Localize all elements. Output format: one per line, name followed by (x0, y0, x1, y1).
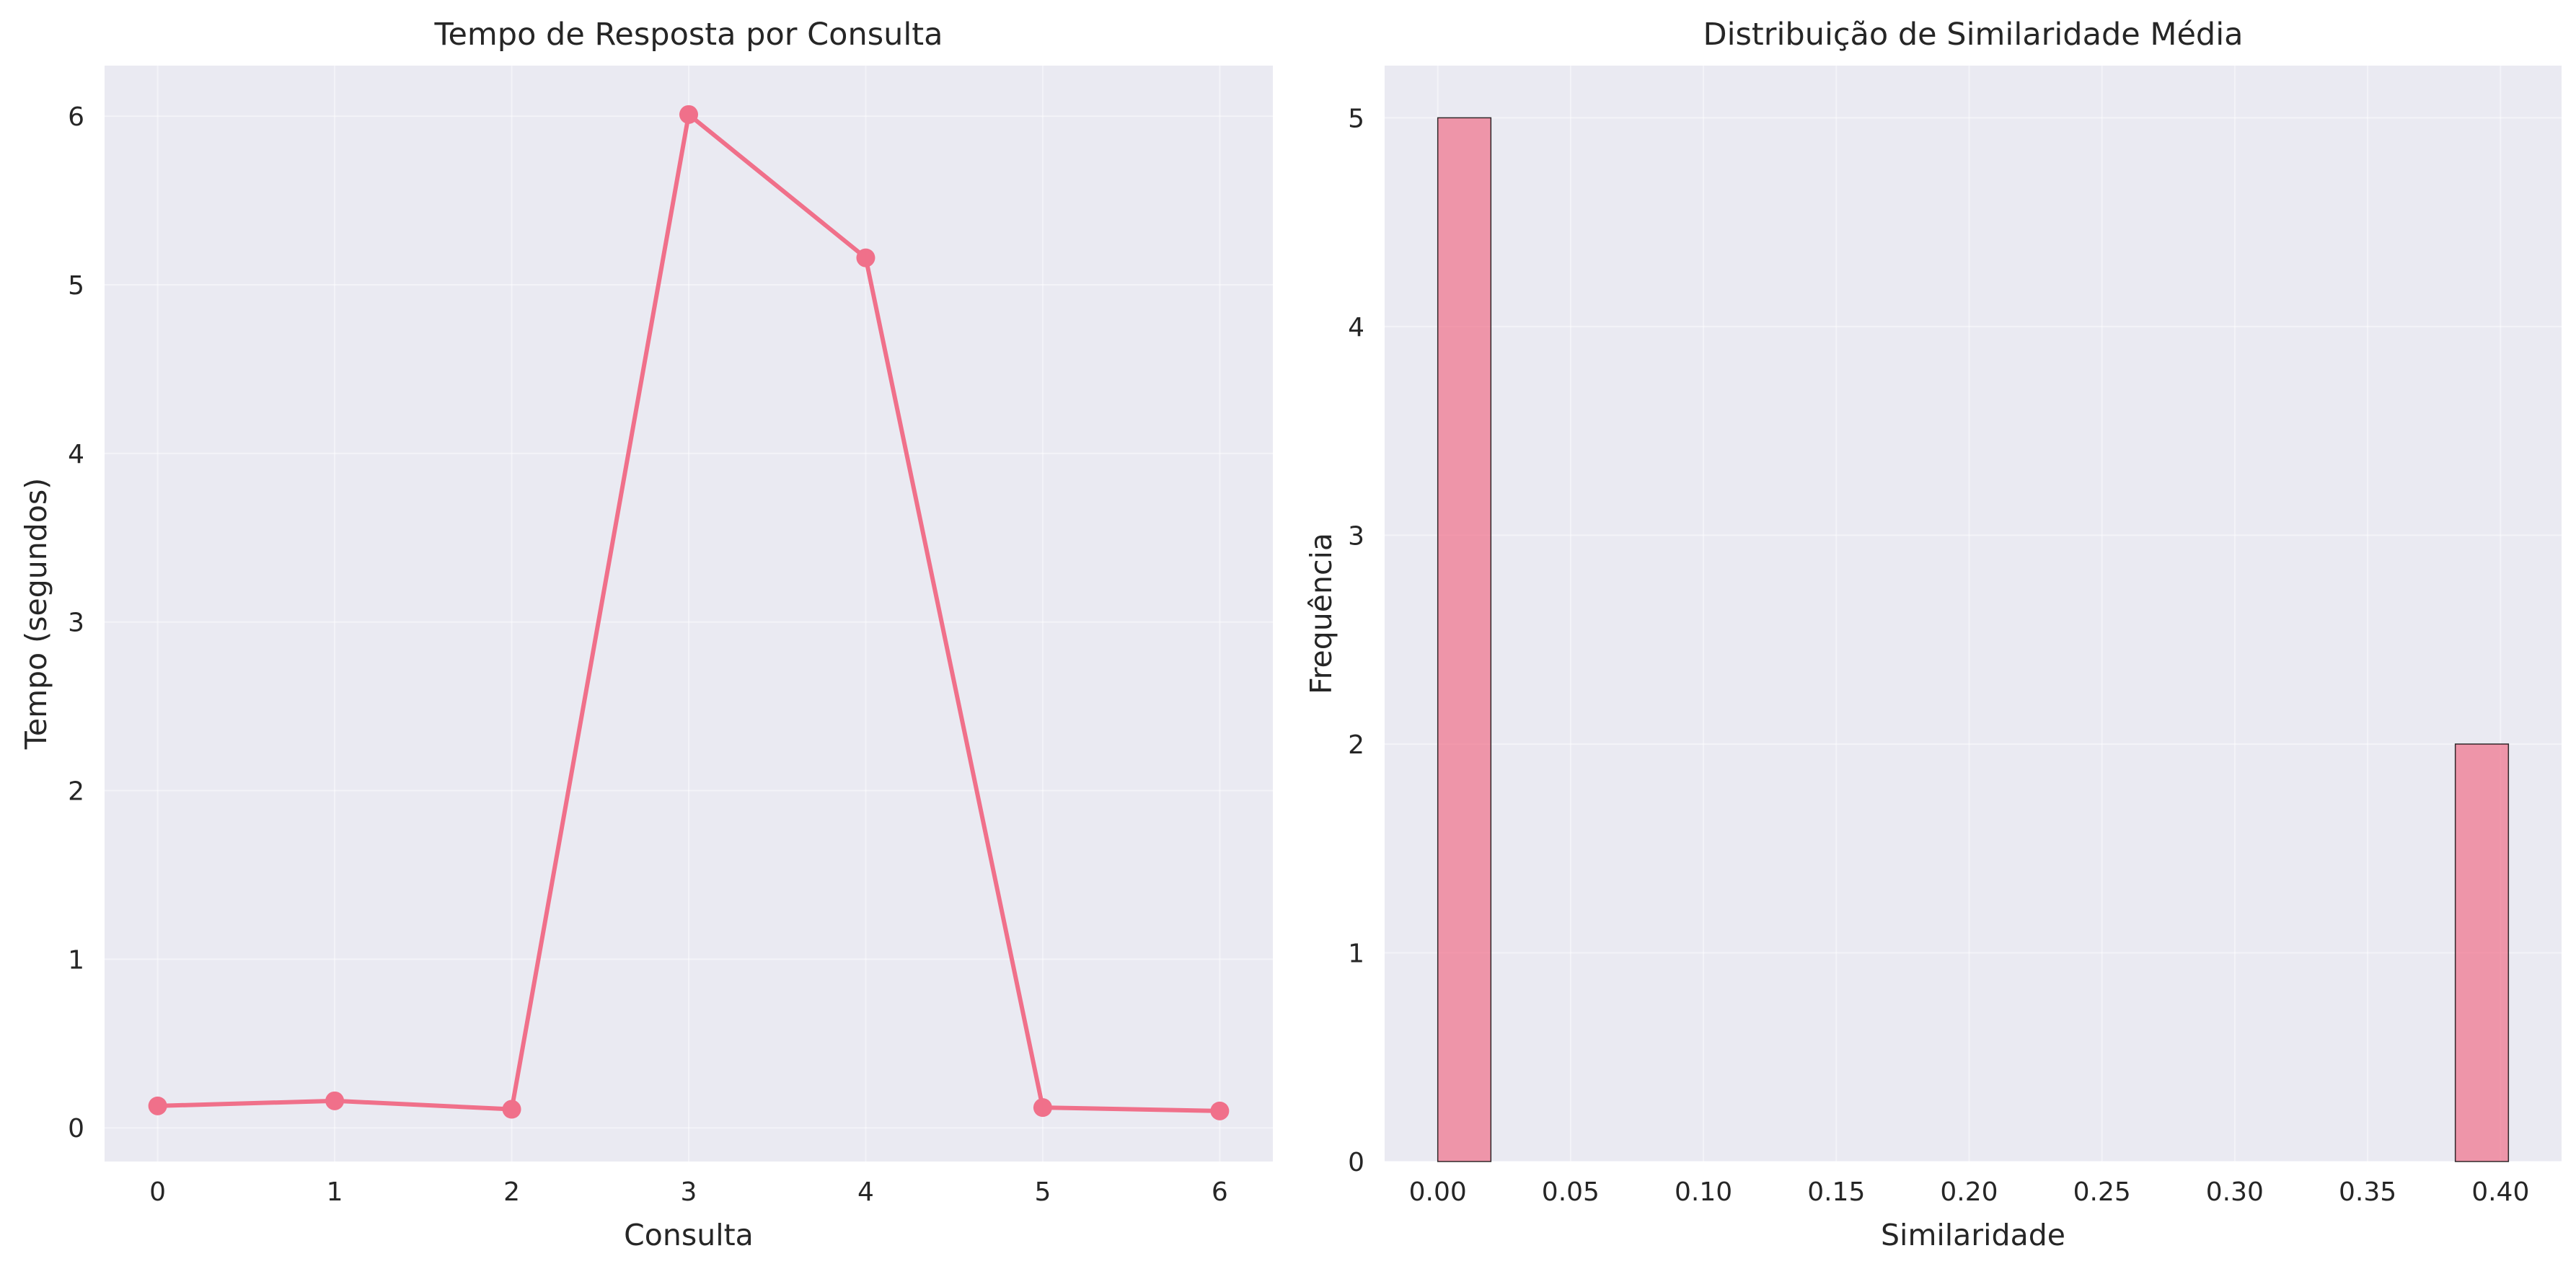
line-chart-x-tick-label: 2 (503, 1177, 520, 1207)
histogram-x-tick-label: 0.05 (1542, 1177, 1600, 1207)
histogram-x-tick-label: 0.30 (2206, 1177, 2264, 1207)
histogram-y-tick-label: 3 (1348, 521, 1364, 551)
histogram-x-label: Similaridade (1881, 1218, 2065, 1252)
histogram-y-tick-label: 0 (1348, 1148, 1364, 1177)
histogram-x-ticks: 0.00 0.05 0.10 0.15 0.20 0.25 0.30 0.35 0.40 (1409, 1177, 2530, 1207)
line-chart-x-tick-label: 5 (1034, 1177, 1051, 1207)
line-chart-x-tick-label: 3 (681, 1177, 697, 1207)
line-chart-x-label: Consulta (624, 1218, 754, 1252)
line-chart-panel: 0 1 2 3 4 5 6 0 1 2 3 4 5 6 Tempo de Resposta por Co… (19, 17, 1273, 1252)
line-chart-point (148, 1096, 167, 1115)
histogram-bar (1437, 117, 1492, 1162)
line-chart-point (679, 105, 698, 124)
histogram-y-tick-label: 1 (1348, 939, 1364, 968)
histogram-y-label: Frequência (1304, 533, 1338, 694)
line-chart-y-tick-label: 6 (68, 102, 84, 132)
histogram-y-ticks: 0 1 2 3 4 5 (1348, 104, 1364, 1177)
line-chart-marks (148, 105, 1230, 1120)
histogram-marks (1437, 117, 2510, 1162)
line-chart-x-tick-label: 0 (149, 1177, 166, 1207)
histogram-panel: 0.00 0.05 0.10 0.15 0.20 0.25 0.30 0.35 0.40 0 1 2… (1304, 17, 2562, 1252)
line-chart-y-tick-label: 0 (68, 1114, 84, 1143)
histogram-x-tick-label: 0.15 (1807, 1177, 1865, 1207)
line-chart-y-tick-label: 4 (68, 440, 84, 469)
line-chart-y-tick-label: 5 (68, 271, 84, 301)
line-chart-x-tick-label: 6 (1212, 1177, 1228, 1207)
line-chart-y-ticks: 0 1 2 3 4 5 6 (68, 102, 84, 1143)
histogram-x-tick-label: 0.10 (1675, 1177, 1732, 1207)
line-chart-y-label: Tempo (segundos) (19, 478, 53, 750)
histogram-x-tick-label: 0.20 (1940, 1177, 1998, 1207)
histogram-x-tick-label: 0.25 (2073, 1177, 2131, 1207)
histogram-x-tick-label: 0.40 (2471, 1177, 2529, 1207)
histogram-bar (2454, 743, 2510, 1162)
line-chart-y-tick-label: 2 (68, 777, 84, 807)
histogram-x-tick-label: 0.00 (1409, 1177, 1467, 1207)
histogram-plot-area (1385, 66, 2562, 1162)
line-chart-y-tick-label: 3 (68, 609, 84, 638)
histogram-y-tick-label: 4 (1348, 313, 1364, 342)
histogram-y-tick-label: 2 (1348, 730, 1364, 760)
histogram-x-tick-label: 0.35 (2339, 1177, 2396, 1207)
line-chart-x-tick-label: 4 (857, 1177, 874, 1207)
histogram-y-tick-label: 5 (1348, 104, 1364, 133)
line-chart-point (1033, 1098, 1052, 1118)
line-chart-title: Tempo de Resposta por Consulta (433, 17, 943, 53)
line-chart-point (325, 1091, 345, 1110)
line-chart-y-tick-label: 1 (68, 945, 84, 975)
histogram-title: Distribuição de Similaridade Média (1703, 17, 2243, 53)
line-chart-point (1210, 1101, 1230, 1120)
line-chart-x-ticks: 0 1 2 3 4 5 6 (149, 1177, 1228, 1207)
line-chart-point (856, 248, 875, 267)
line-chart-point (502, 1100, 521, 1119)
line-chart-x-tick-label: 1 (327, 1177, 343, 1207)
line-chart-plot-area (105, 66, 1273, 1162)
